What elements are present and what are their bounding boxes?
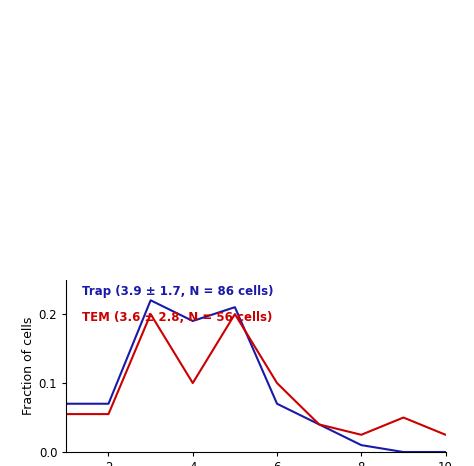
Text: TEM (3.6 ± 2.8, N = 56 cells): TEM (3.6 ± 2.8, N = 56 cells)	[82, 311, 272, 323]
Y-axis label: Fraction of cells: Fraction of cells	[21, 316, 35, 415]
Text: Trap (3.9 ± 1.7, N = 86 cells): Trap (3.9 ± 1.7, N = 86 cells)	[82, 285, 273, 298]
